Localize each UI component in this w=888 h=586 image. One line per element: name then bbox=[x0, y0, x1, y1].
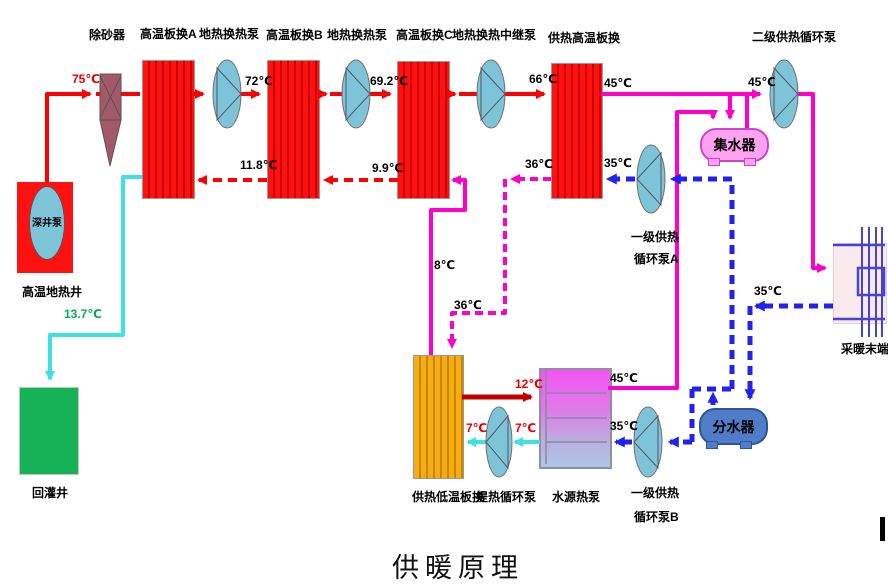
temp-after-hx-b: 69.2℃ bbox=[370, 74, 408, 88]
pipe-reinjection bbox=[45, 175, 540, 447]
hx-c-box bbox=[397, 61, 450, 199]
pipe-hx-low-feed bbox=[447, 174, 551, 349]
geo-pump-1-symbol bbox=[212, 59, 242, 129]
temp-pump-secondary-in: 45℃ bbox=[748, 75, 776, 89]
heating-terminal-box bbox=[833, 243, 887, 324]
temp-lift-pump-in: 7℃ bbox=[515, 421, 537, 435]
pipe-geothermal-supply bbox=[45, 89, 546, 182]
primary-pump-b-symbol bbox=[633, 406, 663, 478]
collector-label: 集水器 bbox=[713, 137, 756, 153]
hx-supply-low-box bbox=[413, 355, 464, 479]
diagram-title: 供暖原理 bbox=[392, 553, 524, 583]
geo-relay-pump-label: 地热换热中继泵 bbox=[452, 28, 537, 42]
geo-pump-1-label: 地热换热泵 bbox=[199, 27, 260, 41]
hx-supply-high-label: 供热高温板换 bbox=[548, 31, 621, 45]
geo-pump-2-symbol bbox=[341, 59, 371, 129]
temp-return-hx-b: 11.8℃ bbox=[240, 158, 278, 172]
collector-foot-right bbox=[744, 158, 756, 166]
hx-c-label: 高温板换C bbox=[396, 28, 453, 42]
temp-well-out: 75℃ bbox=[72, 72, 100, 86]
primary-pump-a-label-line1: 一级供热 bbox=[631, 230, 680, 244]
heat-lift-pump-symbol bbox=[485, 406, 513, 478]
primary-pump-a-label-line2: 循环泵A bbox=[634, 252, 679, 266]
temp-supply-high-return-in: 35℃ bbox=[604, 156, 632, 170]
temp-wshp-out: 45℃ bbox=[610, 371, 638, 385]
secondary-supply-pump-symbol bbox=[769, 59, 799, 129]
distributor-foot-right bbox=[740, 441, 752, 449]
pipe-heating-return bbox=[605, 173, 833, 448]
sand-remover-shape bbox=[99, 73, 122, 167]
text-cursor-bar bbox=[880, 517, 885, 541]
collector-tank: 集水器 bbox=[700, 128, 769, 162]
hx-a-label: 高温板换A bbox=[140, 27, 197, 41]
temp-after-hx-c: 66℃ bbox=[529, 72, 557, 86]
temp-to-hx-low: 36℃ bbox=[454, 298, 482, 312]
temp-after-hx-a: 72℃ bbox=[245, 74, 273, 88]
distributor-label: 分水器 bbox=[712, 418, 755, 435]
wshp-plate-lines bbox=[545, 369, 607, 464]
primary-pump-b-label-line2: 循环泵B bbox=[634, 510, 679, 524]
temp-hx-low-supply-out: 8℃ bbox=[434, 258, 456, 272]
primary-pump-a-symbol bbox=[636, 144, 666, 214]
distributor-tank: 分水器 bbox=[699, 408, 768, 445]
geo-pump-2-label: 地热换热泵 bbox=[327, 28, 388, 42]
hx-supply-low-label: 供热低温板换 bbox=[412, 490, 485, 504]
heating-terminal-label: 采暖末端 bbox=[841, 342, 888, 356]
sand-remover-label: 除砂器 bbox=[89, 28, 126, 42]
geothermal-well-label: 高温地热井 bbox=[22, 285, 83, 299]
pipe-heating-supply bbox=[429, 89, 827, 390]
distributor-foot-left bbox=[706, 441, 718, 449]
hx-supply-high-box bbox=[551, 63, 603, 199]
reinjection-well-box bbox=[19, 387, 79, 475]
geo-relay-pump-symbol bbox=[476, 59, 506, 129]
radiator-lines bbox=[833, 227, 886, 337]
hx-a-box bbox=[142, 60, 195, 199]
temp-lift-pump-out: 7℃ bbox=[466, 421, 488, 435]
reinjection-well-label: 回灌井 bbox=[32, 486, 69, 500]
temp-hx-low-to-wshp: 12℃ bbox=[515, 377, 543, 391]
temp-supply-high-return-out: 36℃ bbox=[525, 157, 553, 171]
collector-foot-left bbox=[708, 158, 720, 166]
water-source-hp-label: 水源热泵 bbox=[552, 490, 601, 504]
primary-pump-b-label-line1: 一级供热 bbox=[631, 486, 680, 500]
temp-wshp-in: 35℃ bbox=[610, 419, 638, 433]
temp-terminal-return: 35℃ bbox=[754, 284, 782, 298]
secondary-supply-pump-label: 二级供热循环泵 bbox=[752, 30, 837, 44]
hx-b-box bbox=[267, 60, 320, 199]
heat-lift-pump-label: 提热循环泵 bbox=[476, 490, 537, 504]
deep-well-pump-label: 深井泵 bbox=[32, 217, 62, 229]
deep-well-pump-symbol: 深井泵 bbox=[29, 186, 65, 260]
hx-b-label: 高温板换B bbox=[266, 28, 323, 42]
temp-supply-high-out: 45℃ bbox=[604, 76, 632, 90]
temp-return-hx-c: 9.9℃ bbox=[372, 161, 404, 175]
temp-reinjection: 13.7℃ bbox=[64, 307, 102, 321]
